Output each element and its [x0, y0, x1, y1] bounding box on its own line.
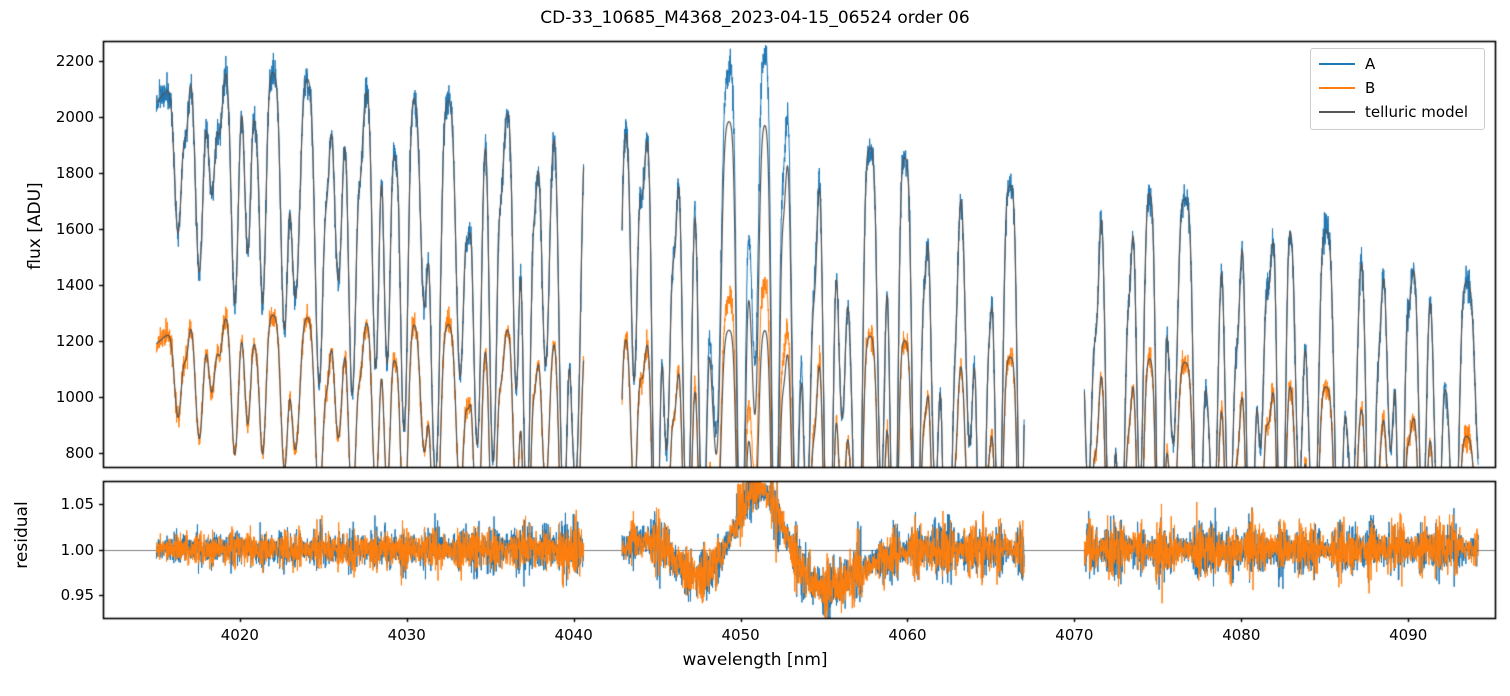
wavelength-xtick-4050: 4050: [721, 626, 760, 644]
residual-ytick-1.00: 1.00: [60, 540, 94, 559]
wavelength-xtick-4060: 4060: [888, 626, 927, 644]
legend-swatch-telluric: [1319, 111, 1355, 113]
wavelength-xtick-4070: 4070: [1055, 626, 1094, 644]
flux-ytick-1800: 1800: [55, 163, 94, 182]
legend-swatch-b: [1319, 87, 1355, 89]
flux-ytick-1000: 1000: [55, 387, 94, 406]
residual-ytick-0.95: 0.95: [60, 586, 94, 605]
legend-label-a: A: [1365, 55, 1376, 73]
legend-item-telluric: telluric model: [1319, 101, 1481, 123]
flux-ytick-1400: 1400: [55, 275, 94, 294]
flux-ytick-1200: 1200: [55, 331, 94, 350]
legend-label-b: B: [1365, 79, 1376, 97]
legend: A B telluric model: [1310, 48, 1485, 130]
flux-ytick-800: 800: [65, 443, 94, 462]
flux-ytick-1600: 1600: [55, 219, 94, 238]
legend-item-b: B: [1319, 77, 1481, 99]
wavelength-axis-label: wavelength [nm]: [682, 650, 828, 670]
wavelength-xtick-4090: 4090: [1389, 626, 1428, 644]
legend-swatch-a: [1319, 63, 1355, 65]
wavelength-xtick-4080: 4080: [1222, 626, 1261, 644]
wavelength-xtick-4030: 4030: [387, 626, 426, 644]
page-title: CD-33_10685_M4368_2023-04-15_06524 order…: [540, 8, 970, 28]
legend-item-a: A: [1319, 53, 1481, 75]
flux-ytick-2200: 2200: [55, 51, 94, 70]
flux-ytick-2000: 2000: [55, 107, 94, 126]
residual-ytick-1.05: 1.05: [60, 494, 94, 513]
wavelength-xtick-4020: 4020: [220, 626, 259, 644]
legend-label-telluric: telluric model: [1365, 103, 1469, 121]
wavelength-xtick-4040: 4040: [554, 626, 593, 644]
